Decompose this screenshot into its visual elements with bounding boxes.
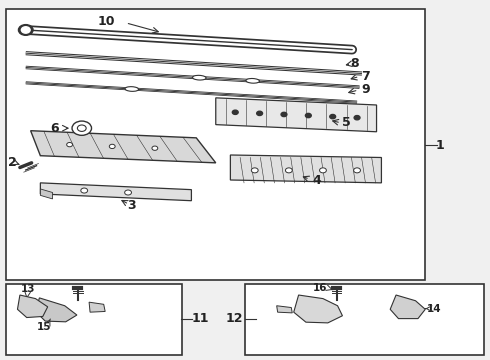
Polygon shape <box>30 131 216 163</box>
Text: 15: 15 <box>37 322 51 332</box>
Text: 12: 12 <box>226 312 244 325</box>
Polygon shape <box>294 295 343 323</box>
Polygon shape <box>89 302 105 312</box>
Circle shape <box>319 168 326 173</box>
Text: 14: 14 <box>427 303 441 314</box>
Text: 8: 8 <box>350 57 358 71</box>
Polygon shape <box>277 306 292 313</box>
Circle shape <box>152 146 158 150</box>
Circle shape <box>330 114 336 119</box>
Text: 13: 13 <box>21 284 35 294</box>
Text: 4: 4 <box>312 174 321 186</box>
Ellipse shape <box>193 75 206 80</box>
Text: 2: 2 <box>8 156 17 169</box>
Polygon shape <box>390 295 425 319</box>
Circle shape <box>354 116 360 120</box>
Text: 6: 6 <box>50 122 59 135</box>
Polygon shape <box>216 98 376 132</box>
Text: 7: 7 <box>361 70 370 83</box>
Circle shape <box>67 143 73 147</box>
FancyBboxPatch shape <box>245 284 484 355</box>
Text: 1: 1 <box>436 139 445 152</box>
Text: 16: 16 <box>312 283 327 293</box>
Circle shape <box>257 111 263 116</box>
Circle shape <box>22 27 30 33</box>
Circle shape <box>251 168 258 173</box>
Circle shape <box>232 110 238 114</box>
Text: 10: 10 <box>98 14 115 27</box>
FancyBboxPatch shape <box>6 9 425 280</box>
Circle shape <box>109 144 115 149</box>
Circle shape <box>72 121 92 135</box>
Polygon shape <box>18 295 48 318</box>
Circle shape <box>81 188 88 193</box>
Circle shape <box>77 125 86 131</box>
Polygon shape <box>40 189 52 199</box>
Polygon shape <box>35 298 77 322</box>
FancyBboxPatch shape <box>6 284 182 355</box>
Polygon shape <box>40 183 192 201</box>
Circle shape <box>19 24 33 35</box>
Circle shape <box>281 112 287 117</box>
Ellipse shape <box>246 78 260 83</box>
Circle shape <box>124 190 131 195</box>
Circle shape <box>305 113 311 118</box>
Circle shape <box>286 168 292 173</box>
Text: 5: 5 <box>343 116 351 129</box>
Polygon shape <box>230 155 381 183</box>
Text: 3: 3 <box>128 199 136 212</box>
Ellipse shape <box>125 87 139 91</box>
Text: 11: 11 <box>192 312 209 325</box>
Circle shape <box>354 168 361 173</box>
Text: 9: 9 <box>361 84 369 96</box>
